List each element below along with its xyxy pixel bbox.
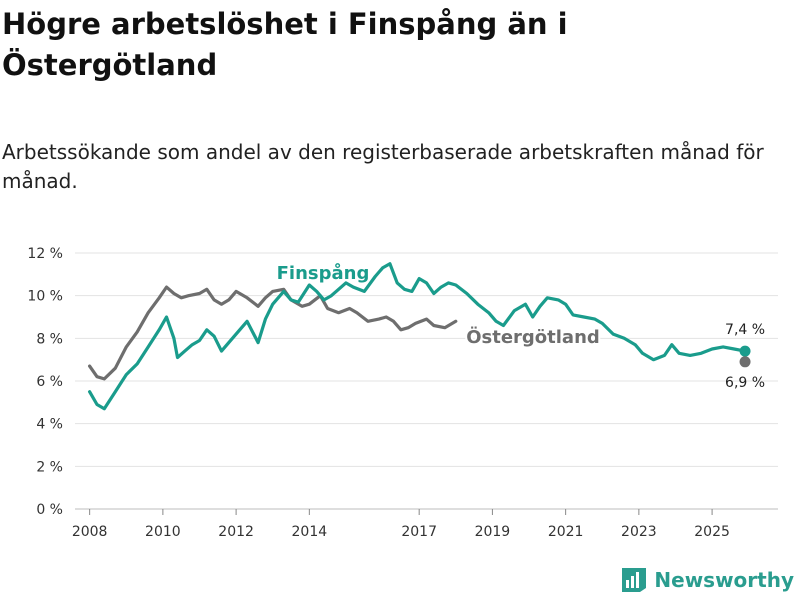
- x-tick-label: 2008: [72, 524, 108, 540]
- y-tick-label: 6 %: [36, 374, 63, 390]
- x-tick-label: 2023: [621, 524, 657, 540]
- y-axis: 0 % 2 % 4 % 6 % 8 % 10 % 12 %: [27, 246, 63, 518]
- end-value-label-finspang: 7,4 %: [725, 322, 765, 338]
- chart-subtitle: Arbetssökande som andel av den registerb…: [2, 140, 764, 193]
- grid-lines: [75, 252, 778, 510]
- end-value-label-ostergotland: 6,9 %: [725, 375, 765, 391]
- x-tick-label: 2014: [292, 524, 328, 540]
- chart-title: Högre arbetslöshet i Finspång än i Öster…: [2, 7, 568, 82]
- series-labels: 7,4 % 6,9 % Finspång Östergötland: [275, 260, 765, 391]
- x-tick-label: 2019: [475, 524, 511, 540]
- endpoint-dot-ostergotland: [739, 356, 751, 368]
- y-tick-label: 4 %: [36, 417, 63, 433]
- x-axis: 2008 2010 2012 2014 2017 2019 2021 2023 2025: [72, 509, 730, 540]
- endpoint-dot-finspang: [739, 345, 751, 357]
- series-line-finspang: [88, 262, 747, 411]
- x-tick-label: 2021: [548, 524, 584, 540]
- brand-name: Newsworthy: [654, 568, 794, 592]
- x-tick-label: 2012: [218, 524, 254, 540]
- y-tick-label: 8 %: [36, 331, 63, 347]
- series-lines: [88, 262, 747, 411]
- x-tick-label: 2025: [694, 524, 730, 540]
- series-name-finspang: Finspång: [277, 262, 370, 284]
- y-tick-label: 2 %: [36, 459, 63, 475]
- newsworthy-logo-icon: [622, 568, 647, 592]
- y-tick-label: 12 %: [27, 246, 63, 262]
- y-tick-label: 10 %: [27, 289, 63, 305]
- x-tick-label: 2010: [145, 524, 181, 540]
- series-line-ostergotland: [88, 285, 458, 381]
- series-name-ostergotland: Östergötland: [466, 326, 600, 348]
- y-tick-label: 0 %: [36, 502, 63, 518]
- brand-logo: Newsworthy: [620, 566, 794, 594]
- x-tick-label: 2017: [401, 524, 437, 540]
